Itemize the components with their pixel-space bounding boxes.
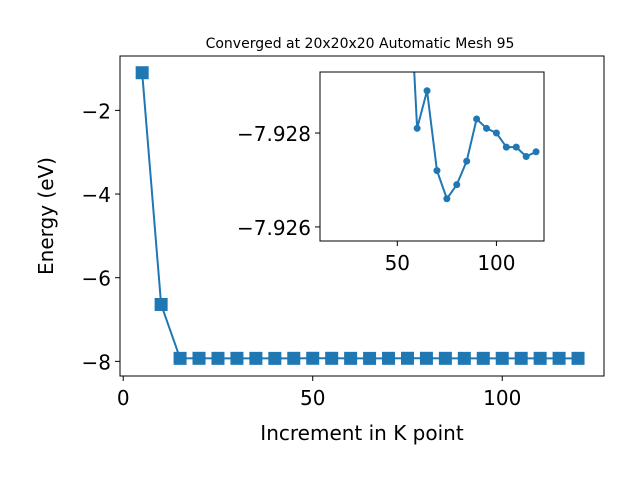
main-data-point [438,351,452,365]
inset-x-tick-label: 50 [385,251,410,275]
inset-data-point [492,129,500,137]
inset-data-point [522,153,530,160]
inset-data-point [423,87,431,95]
inset-data-point [433,167,441,175]
inset-data-point [512,143,520,151]
main-y-axis: −2 −4 −6 −8 [82,99,120,374]
main-plot-frame [119,55,605,377]
main-data-point [287,351,301,365]
inset-plot-area [320,72,544,241]
inset-data-point [473,115,481,123]
main-data-point [230,351,244,365]
main-data-point [571,351,585,365]
main-data-point [419,351,433,365]
main-data-point [457,351,471,365]
inset-plot: 50 100 −7.928 −7.926 [237,71,545,275]
y-axis-label: Energy (eV) [34,157,58,275]
inset-data-point [483,124,491,132]
inset-data-point [413,124,421,132]
main-series [135,66,585,365]
main-y-tick-label: −4 [82,183,111,207]
main-data-point [268,351,282,365]
chart-title: Converged at 20x20x20 Automatic Mesh 95 [206,36,515,52]
main-y-tick-label: −2 [82,99,111,123]
main-x-tick-label: 100 [483,386,521,410]
main-y-tick-label: −6 [82,267,111,291]
main-data-point [533,351,547,365]
inset-series-clip-group [413,72,540,203]
inset-data-point [453,181,461,189]
inset-y-tick-label: −7.926 [237,216,311,240]
main-data-point [306,351,320,365]
main-data-point [211,351,225,365]
main-data-point [135,66,149,80]
main-data-point [325,351,339,365]
inset-plot-frame [319,71,545,242]
main-data-point [495,351,509,365]
main-data-point [249,351,263,365]
main-data-point [552,351,566,365]
inset-series [413,72,540,203]
main-x-tick-label: 0 [117,386,130,410]
main-data-point [344,351,358,365]
main-data-point [173,351,187,365]
main-x-axis: 0 50 100 [117,376,521,410]
main-series-clip-group [135,66,585,365]
inset-data-point [532,148,540,156]
main-y-tick-label: −8 [82,350,111,374]
main-data-point [400,351,414,365]
main-data-point [514,351,528,365]
x-axis-label: Increment in K point [260,421,464,445]
inset-y-axis: −7.928 −7.926 [237,122,320,240]
main-data-point [382,351,396,365]
main-data-point [363,351,377,365]
inset-x-tick-label: 100 [477,251,515,275]
main-data-point [476,351,490,365]
main-data-point [192,351,206,365]
inset-y-tick-label: −7.928 [237,122,311,146]
inset-data-point [463,157,471,165]
main-data-point [154,297,168,311]
inset-data-point [502,143,510,151]
inset-data-point [443,195,451,203]
inset-x-axis: 50 100 [385,241,516,275]
main-x-tick-label: 50 [300,386,325,410]
